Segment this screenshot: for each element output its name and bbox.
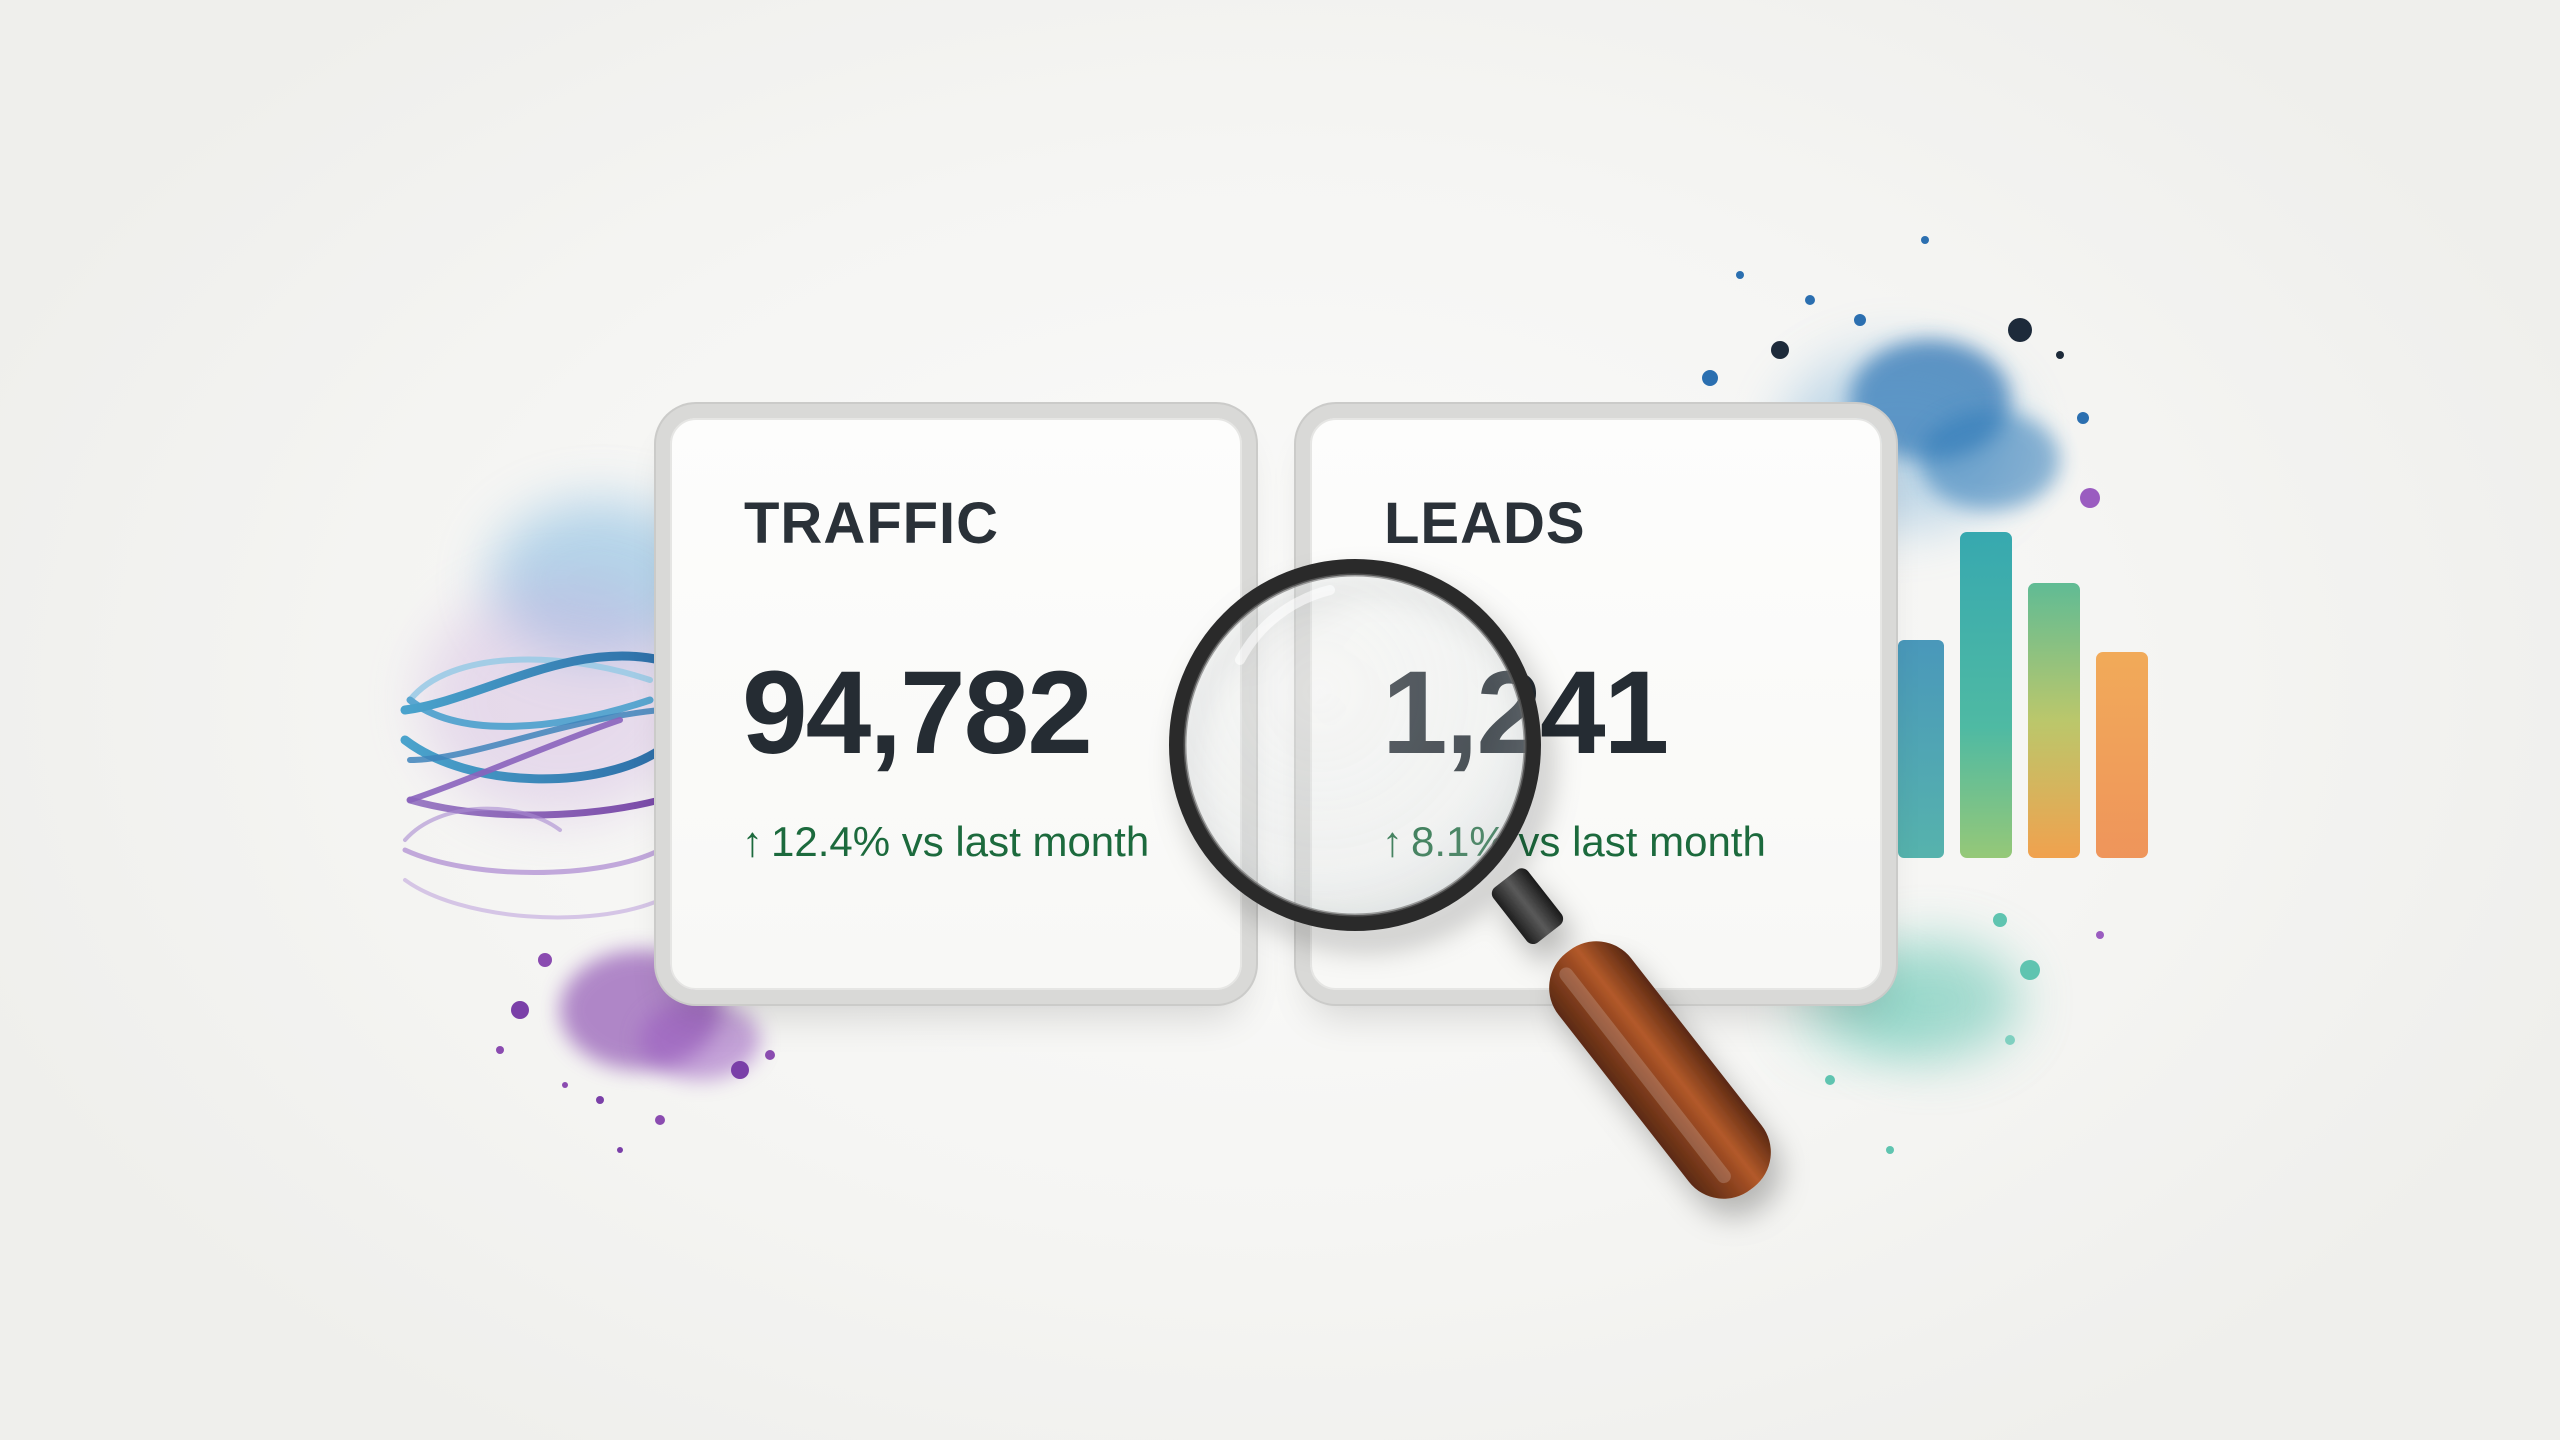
traffic-card: TRAFFIC 94,782 ↑ 12.4% vs last month <box>670 418 1242 990</box>
card-label: LEADS <box>1384 491 1586 556</box>
left-watercolor-wash <box>420 500 775 1153</box>
decorative-bar-chart <box>1898 532 2148 858</box>
wave-lines-decoration <box>400 651 665 920</box>
arrow-up-icon: ↑ <box>742 818 763 865</box>
card-label: TRAFFIC <box>744 491 1000 556</box>
metric-delta: ↑ 12.4% vs last month <box>742 818 1149 866</box>
delta-text: 12.4% vs last month <box>771 818 1150 865</box>
metric-value: 94,782 <box>742 647 1093 779</box>
